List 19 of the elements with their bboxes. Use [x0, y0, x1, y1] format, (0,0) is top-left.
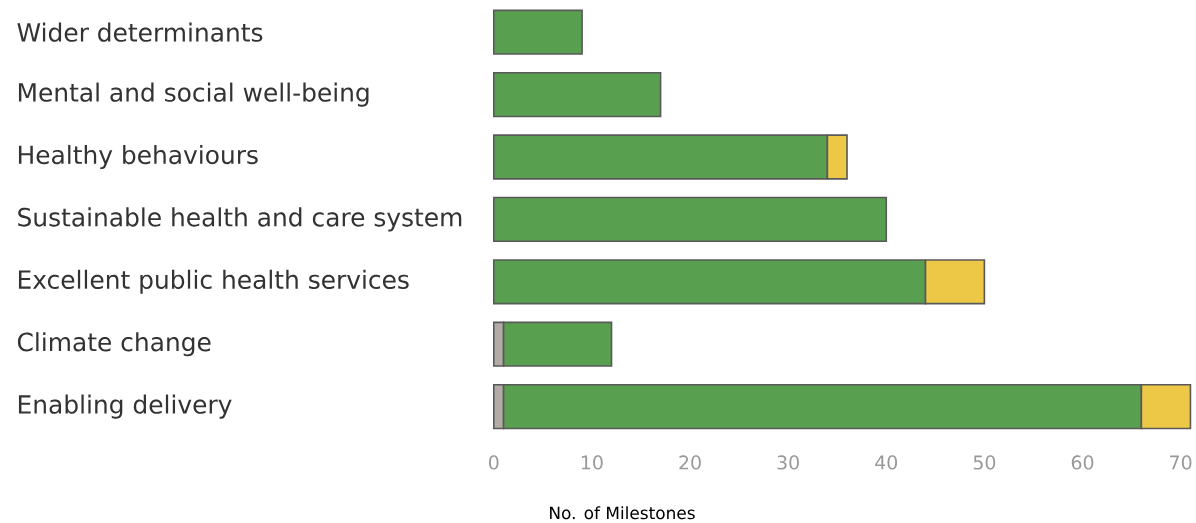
x-tick-label: 40: [875, 455, 898, 470]
y-tick-label: Mental and social well-being: [18, 82, 369, 107]
y-tick-label: Excellent public health services: [18, 269, 409, 294]
y-tick-label: Wider determinants: [17, 22, 263, 42]
y-tick-label: Enabling delivery: [18, 394, 232, 419]
y-tick-label: Sustainable health and care system: [18, 207, 462, 232]
y-tick-label: Healthy behaviours: [18, 145, 258, 170]
x-tick-label: 0: [489, 455, 499, 470]
x-tick-label: 60: [1071, 455, 1094, 470]
x-tick-label: 20: [679, 455, 701, 470]
y-tick-label: Climate change: [17, 332, 211, 357]
x-tick-label: 70: [1170, 455, 1192, 470]
x-tick-label: 30: [777, 455, 799, 470]
x-tick-label: 50: [973, 455, 996, 470]
bar: [492, 72, 662, 118]
x-axis-title: No. of Milestones: [550, 506, 695, 520]
bar: [492, 196, 888, 243]
x-tick-label: 10: [581, 455, 603, 470]
bar: [492, 9, 583, 55]
